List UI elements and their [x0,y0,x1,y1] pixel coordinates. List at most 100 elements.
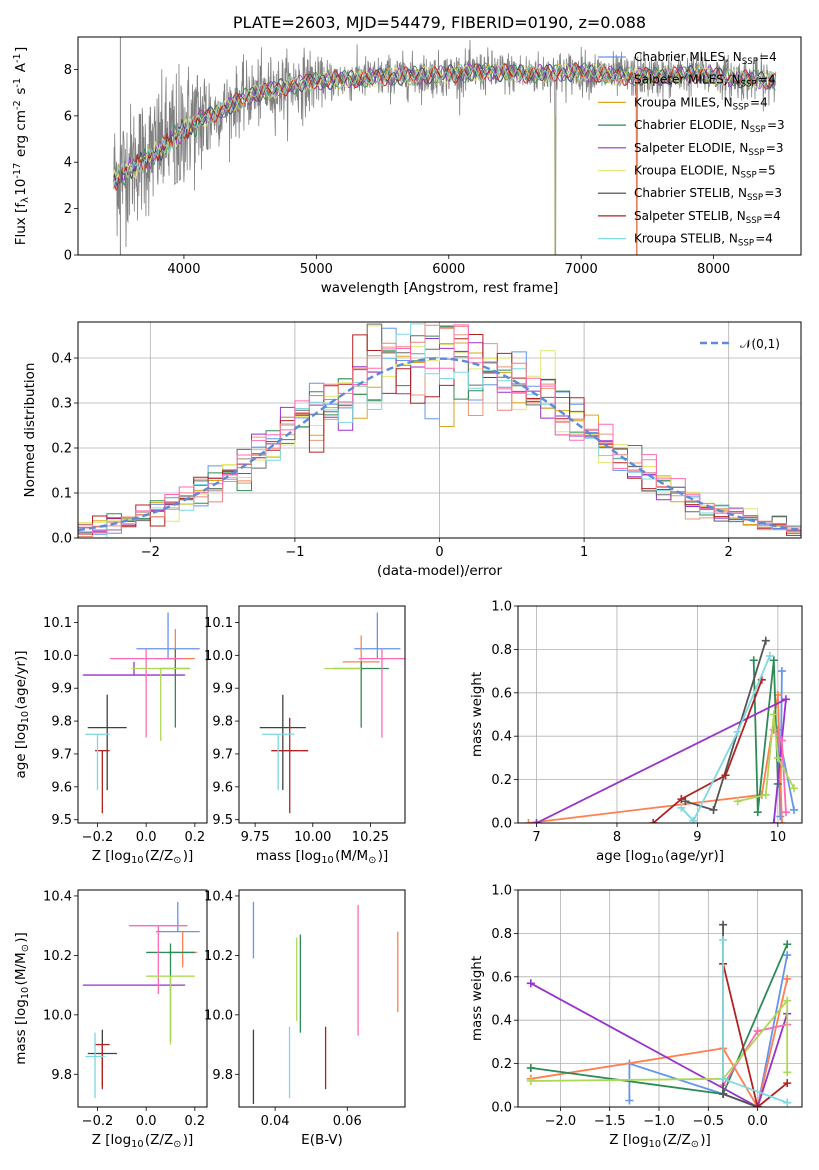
weight-marker [719,920,728,929]
weight-series [769,725,790,817]
spectrum-legend: Chabrier MILES, NSSP =4 Salpeter MILES, N… [598,50,785,249]
residuals-frame [77,321,802,539]
y-tick-label: 9.8 [51,715,72,730]
y-tick-label: 0.6 [491,686,512,701]
y-tick-label: 2 [64,202,72,217]
legend-label: Chabrier STELIB, NSSP =3 [634,186,782,203]
x-tick-label: −1 [285,545,304,560]
x-tick-label: 0 [435,545,443,560]
y-tick-label: 1.0 [491,884,512,899]
weight-marker [733,797,742,806]
weight-marker [769,725,778,734]
errorbar-point [358,648,405,738]
y-tick-label: 10.0 [43,1008,72,1023]
spectrum-title: PLATE=2603, MJD=54479, FIBERID=0190, z=0… [233,13,646,32]
weight-marker [783,996,792,1005]
weight-marker [721,771,730,780]
mass_weight_vs_Z-plot-area [526,920,792,1107]
weight-marker [783,1068,792,1077]
y-tick-label: 10.0 [204,1008,233,1023]
x-tick-label: −2.0 [545,1114,577,1129]
weight-marker [749,656,758,665]
y-tick-label: 9.9 [212,682,233,697]
mass_weight_vs_Z-axes: −2.0 −1.5 −1.0 −0.5 0.0 0.0 0.2 0.4 0.6 0.8 1.0 Z [… [469,884,802,1150]
age_vs_Z-y-axis-label: age [log10 (age/yr)] [13,650,31,778]
weight-marker [789,805,798,814]
y-tick-label: 10.4 [204,889,233,904]
y-tick-label: 10.1 [204,616,233,631]
weight-marker [781,695,790,704]
model-fit-line [113,62,776,182]
errorbar-point [129,925,188,995]
legend-label: Chabrier ELODIE, NSSP =3 [634,118,785,135]
y-tick-label: 9.8 [51,1068,72,1083]
weight-marker [783,951,792,960]
legend-label: Salpeter ELODIE, NSSP =3 [634,141,783,158]
x-tick-label: 8000 [697,262,730,277]
age_vs_Z-axes: −0.2 0.0 0.2 9.5 9.6 9.7 9.8 9.9 10.0 10.1 Z [log1… [13,616,205,866]
legend-label: Kroupa ELODIE, NSSP =5 [634,164,776,181]
legend-label: Kroupa MILES, NSSP =4 [634,95,768,112]
y-tick-label: 0.2 [491,773,512,788]
errorbar-point [354,612,401,659]
x-tick-label: 0.04 [261,1114,290,1129]
x-tick-label: 0.06 [333,1114,362,1129]
weight-marker [777,736,786,745]
weight-marker [789,784,798,793]
y-tick-label: 10.1 [43,616,72,631]
y-tick-label: 0.6 [491,970,512,985]
weight-marker [781,808,790,817]
weight-marker [783,940,792,949]
y-tick-label: 0.2 [51,442,72,457]
weight-line [530,998,789,1082]
weight-marker [753,1027,762,1036]
weight-marker [689,816,698,823]
weight-marker [783,1098,792,1107]
errorbar-point [95,1043,110,1090]
x-tick-label: 6000 [432,262,465,277]
weight-series [733,710,798,806]
weight-line [652,679,763,823]
y-tick-label: 10.0 [204,649,233,664]
mass_weight_vs_age-frame [517,605,803,824]
errorbar-point [85,1032,105,1099]
weight-line [722,963,788,1107]
weight-marker [733,727,742,736]
spectrum-y-axis-label: Flux [fλ 10-17 erg cm-2 s-1 A-1 ] [12,47,31,246]
y-tick-label: 0.3 [51,397,72,412]
x-tick-label: 10.25 [352,830,389,845]
errorbar-point [136,612,200,659]
weight-marker [649,819,658,823]
mass_weight_vs_Z-y-axis-label: mass weight [469,956,485,1041]
weight-line [752,660,779,813]
weight-marker [765,651,774,660]
residuals-legend: 𝒩(0,1) [700,337,780,351]
weight-marker [677,795,686,804]
y-tick-label: 9.8 [212,715,233,730]
mass_weight_vs_age-axes: 7 8 9 10 0.0 0.2 0.4 0.6 0.8 1.0 age [log10 (age/y… [469,600,802,866]
x-tick-label: 8 [613,830,621,845]
model-fit-line [113,64,777,187]
mass_vs_Z-plot-area [82,901,200,1099]
weight-marker [753,1103,762,1107]
weight-marker [526,1063,535,1072]
weight-marker [776,812,785,821]
y-tick-label: 9.9 [51,682,72,697]
legend-label: Salpeter STELIB, NSSP =4 [634,209,781,226]
errorbar-point [160,648,190,728]
weight-marker [769,656,778,665]
x-tick-label: 5000 [300,262,333,277]
weight-line [680,655,771,823]
mass_vs_Z-frame [77,889,208,1108]
x-tick-label: 9 [693,830,701,845]
y-tick-label: 4 [64,156,72,171]
legend-label: 𝒩(0,1) [740,337,780,351]
residuals-plot-area [78,322,801,538]
age_vs_mass-axes: 9.75 10.00 10.25 9.5 9.6 9.7 9.8 9.9 10.0 10.1 mas… [204,616,389,866]
legend-label: Chabrier MILES, NSSP =4 [634,50,777,67]
y-tick-label: 9.7 [212,747,233,762]
x-tick-label: 10.00 [294,830,331,845]
y-tick-label: 0.4 [491,730,512,745]
errorbar-point [333,661,389,728]
spectrum-plot-area [113,37,777,255]
